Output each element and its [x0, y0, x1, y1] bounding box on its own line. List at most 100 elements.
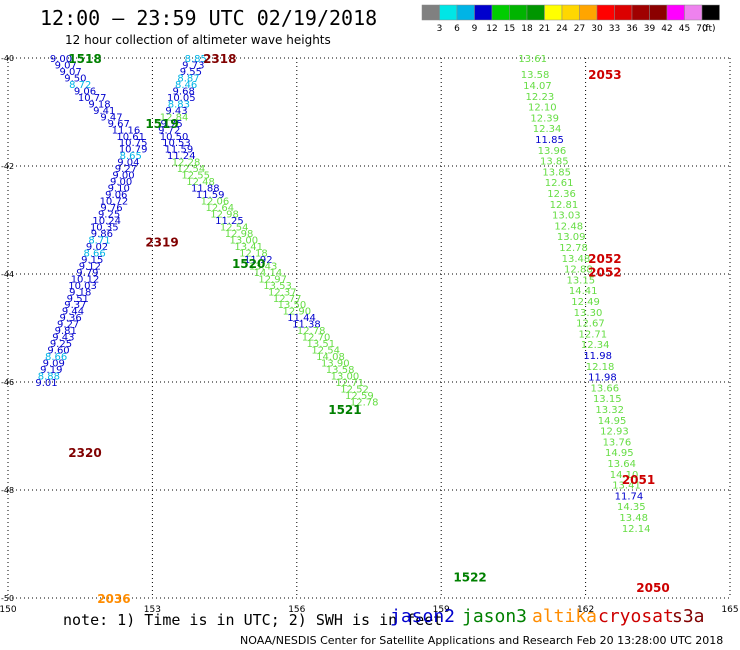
data-value-label: 11.59 — [196, 190, 225, 201]
data-value-label: 12.98 — [210, 210, 239, 221]
pass-label: 2050 — [636, 581, 669, 595]
colorbar-swatch — [614, 4, 633, 21]
data-value-label: 9.55 — [180, 67, 202, 78]
data-value-label: 12.88 — [564, 265, 593, 276]
colorbar-tick-label: 18 — [521, 24, 533, 34]
data-value-label: 13.64 — [607, 459, 636, 470]
data-value-label: 13.58 — [326, 365, 355, 376]
data-value-label: 9.06 — [74, 86, 96, 97]
data-value-label: 13.76 — [603, 437, 632, 448]
data-value-label: 9.18 — [88, 99, 110, 110]
colorbar-tick-label: 3 — [437, 24, 443, 34]
colorbar-swatch — [666, 4, 685, 21]
colorbar-tick-label: 6 — [454, 24, 460, 34]
colorbar-swatch — [456, 4, 475, 21]
data-value-label: 12.71 — [578, 329, 607, 340]
data-value-label: 8.71 — [88, 235, 110, 246]
data-value-label: 9.15 — [81, 255, 103, 266]
data-value-label: 10.03 — [68, 281, 97, 292]
data-value-label: 10.12 — [71, 274, 100, 285]
y-tick-label: -50 — [1, 594, 14, 603]
colorbar-tick-label: 36 — [626, 24, 638, 34]
data-value-label: 13.48 — [562, 254, 591, 265]
data-value-label: 14.41 — [569, 286, 598, 297]
colorbar-swatch — [631, 4, 650, 21]
colorbar-tick-label: 39 — [644, 24, 656, 34]
data-value-label: 12.06 — [201, 197, 230, 208]
data-value-label: 9.07 — [55, 60, 77, 71]
data-value-label: 9.04 — [117, 158, 139, 169]
data-value-label: 11.59 — [165, 145, 194, 156]
data-value-label: 12.81 — [550, 200, 579, 211]
data-value-label: 13.15 — [566, 275, 595, 286]
data-value-label: 11.74 — [615, 491, 644, 502]
y-tick-label: -44 — [1, 270, 14, 279]
colorbar-swatch — [649, 4, 668, 21]
data-value-label: 12.34 — [581, 340, 610, 351]
pass-label: 1522 — [453, 570, 486, 584]
data-value-label: 9.00 — [112, 171, 134, 182]
data-value-label: 12.48 — [186, 177, 215, 188]
data-value-label: 13.15 — [593, 394, 622, 405]
footer-credit: NOAA/NESDIS Center for Satellite Applica… — [240, 634, 724, 647]
data-value-label: 10.35 — [90, 222, 119, 233]
data-value-label: 14.95 — [605, 448, 634, 459]
data-value-label: 9.25 — [98, 210, 120, 221]
data-value-label: 12.37 — [268, 287, 297, 298]
data-value-label: 9.72 — [158, 125, 180, 136]
data-value-label: 9.43 — [165, 106, 187, 117]
data-value-label: 14.08 — [316, 352, 345, 363]
data-value-label: 8.88 — [38, 372, 60, 383]
data-value-label: 9.07 — [59, 67, 81, 78]
data-value-label: 13.41 — [234, 242, 263, 253]
colorbar-swatch — [439, 4, 458, 21]
data-value-label: 12.98 — [225, 229, 254, 240]
colorbar-tick-label: 12 — [486, 24, 497, 34]
x-tick-label: 165 — [721, 605, 738, 615]
data-value-label: 12.93 — [600, 427, 629, 438]
data-value-label: 11.98 — [588, 373, 617, 384]
data-value-label: 13.00 — [230, 235, 259, 246]
data-value-label: 14.10 — [610, 470, 639, 481]
data-value-label: 9.75 — [161, 119, 183, 130]
data-value-label: 8.72 — [69, 80, 91, 91]
x-tick-label: 159 — [433, 605, 450, 615]
data-value-label: 13.50 — [278, 300, 307, 311]
data-value-label: 11.24 — [167, 151, 196, 162]
colorbar-swatch — [701, 4, 720, 21]
page-subtitle: 12 hour collection of altimeter wave hei… — [65, 33, 331, 47]
page-title: 12:00 — 23:59 UTC 02/19/2018 — [40, 6, 378, 30]
data-value-label: 9.12 — [79, 261, 101, 272]
data-value-label: 9.47 — [100, 112, 122, 123]
data-value-label: 11.98 — [583, 351, 612, 362]
data-value-label: 13.53 — [263, 281, 292, 292]
data-value-label: 9.18 — [69, 287, 91, 298]
data-value-label: 12.90 — [282, 307, 311, 318]
data-value-label: 12.36 — [547, 189, 576, 200]
data-value-label: 12.10 — [528, 103, 557, 114]
colorbar-swatch — [561, 4, 580, 21]
data-value-label: 10.77 — [78, 93, 107, 104]
data-value-label: 14.95 — [598, 416, 627, 427]
data-value-label: 9.00 — [110, 177, 132, 188]
colorbar-swatch — [596, 4, 615, 21]
data-value-label: 12.67 — [576, 319, 605, 330]
data-value-label: 12.23 — [526, 92, 555, 103]
pass-label: 2318 — [203, 52, 236, 66]
data-value-label: 13.85 — [540, 157, 569, 168]
data-value-label: 13.85 — [542, 167, 571, 178]
data-value-label: 8.46 — [175, 80, 197, 91]
data-value-label: 13.09 — [557, 232, 586, 243]
data-value-label: 9.00 — [50, 54, 72, 65]
colorbar-tick-label: 30 — [591, 24, 603, 34]
colorbar-tick-label: 33 — [609, 24, 620, 34]
data-value-label: 9.60 — [47, 346, 69, 357]
data-value-label: 9.43 — [52, 333, 74, 344]
data-value-label: 9.68 — [173, 86, 195, 97]
data-value-label: 9.41 — [93, 106, 115, 117]
data-value-label: 12.54 — [177, 164, 206, 175]
x-tick-label: 153 — [144, 605, 161, 615]
data-value-label: 10.75 — [119, 138, 148, 149]
data-value-label: 13.30 — [574, 308, 603, 319]
data-value-label: 9.81 — [55, 326, 77, 337]
